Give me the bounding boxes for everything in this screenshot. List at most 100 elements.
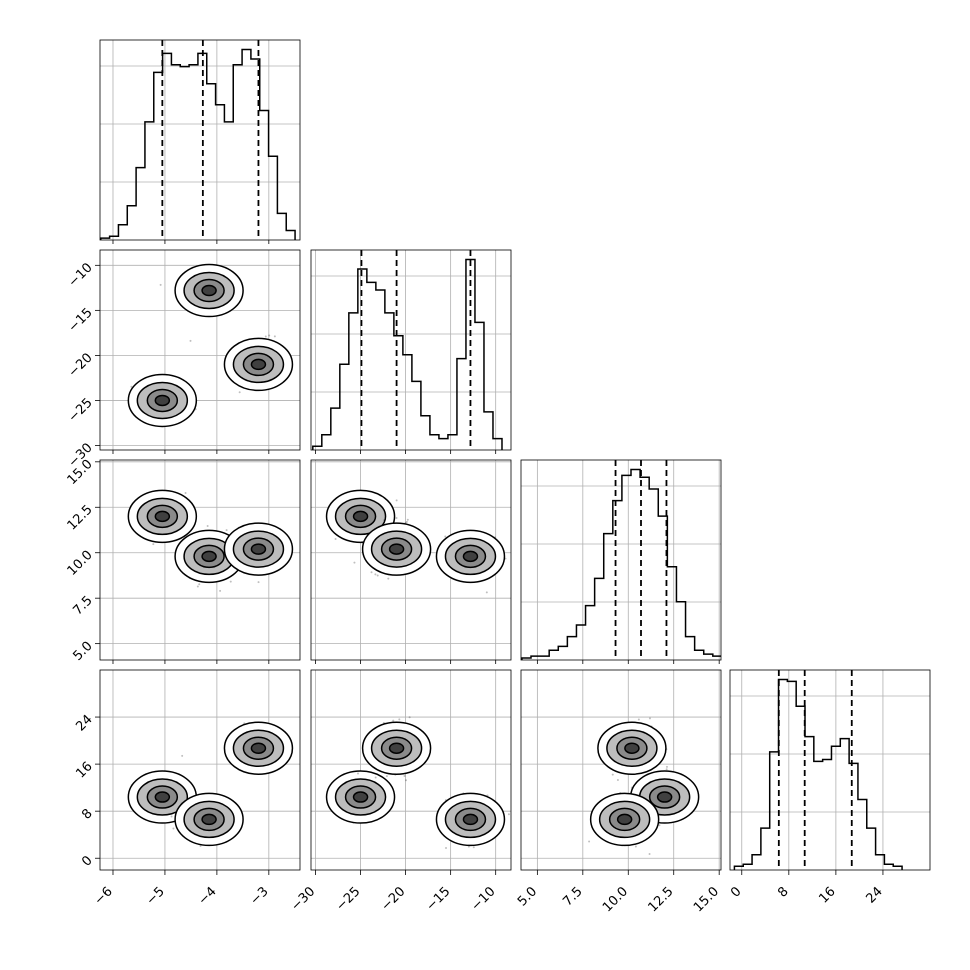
sample-point bbox=[184, 492, 187, 495]
panel bbox=[520, 459, 722, 664]
panel-frame bbox=[729, 669, 931, 871]
density-peak bbox=[250, 543, 267, 555]
density-peak bbox=[154, 394, 171, 407]
sample-point bbox=[152, 543, 155, 546]
x-tick-label: 7.5 bbox=[560, 884, 585, 909]
histogram-line bbox=[521, 468, 721, 660]
x-tick-label: 8 bbox=[775, 884, 791, 900]
histogram-line bbox=[312, 258, 503, 450]
panel-frame bbox=[520, 459, 722, 661]
density-peak bbox=[154, 791, 171, 803]
y-tick-label: −20 bbox=[66, 350, 96, 380]
sample-point bbox=[395, 499, 398, 502]
sample-point bbox=[196, 585, 199, 588]
panel: 0 8 16 24 bbox=[728, 669, 931, 907]
y-tick-label: 7.5 bbox=[70, 593, 95, 618]
x-tick-label: −5 bbox=[144, 884, 168, 908]
panel-frame bbox=[310, 459, 512, 661]
x-tick-label: 15.0 bbox=[691, 884, 722, 915]
sample-point bbox=[385, 775, 388, 778]
sample-point bbox=[229, 580, 232, 583]
x-tick-label: −6 bbox=[92, 884, 116, 908]
sample-point bbox=[383, 519, 386, 522]
sample-point bbox=[273, 335, 276, 338]
panel-frame bbox=[310, 249, 512, 451]
sample-point bbox=[170, 815, 173, 818]
panel: 5.07.510.012.515.0 bbox=[65, 457, 301, 664]
sample-point bbox=[219, 589, 222, 592]
sample-point bbox=[630, 786, 633, 789]
x-tick-label: 16 bbox=[816, 884, 838, 906]
sample-point bbox=[665, 765, 668, 768]
sample-point bbox=[387, 577, 390, 580]
panel bbox=[310, 249, 512, 454]
x-tick-label: −3 bbox=[247, 884, 271, 908]
x-tick-label: 12.5 bbox=[645, 884, 676, 915]
sample-point bbox=[376, 574, 379, 577]
sample-point bbox=[665, 768, 668, 771]
y-tick-label: 12.5 bbox=[65, 502, 96, 533]
sample-point bbox=[648, 717, 651, 720]
scatter-group bbox=[325, 716, 510, 849]
sample-point bbox=[264, 335, 267, 338]
sample-point bbox=[403, 774, 406, 777]
scatter-group bbox=[127, 263, 294, 428]
scatter-group bbox=[127, 721, 294, 847]
y-tick-label: 5.0 bbox=[70, 639, 95, 664]
sample-point bbox=[588, 840, 591, 843]
sample-point bbox=[444, 535, 447, 538]
density-peak bbox=[201, 284, 217, 297]
density-peak bbox=[352, 791, 369, 803]
density-peak bbox=[154, 510, 171, 523]
x-tick-label: −20 bbox=[378, 884, 408, 914]
x-tick-label: 0 bbox=[728, 884, 744, 900]
panel-frame bbox=[310, 669, 512, 871]
sample-point bbox=[392, 719, 395, 722]
y-tick-label: 16 bbox=[73, 759, 95, 781]
density-peak bbox=[250, 358, 267, 371]
sample-point bbox=[637, 718, 640, 721]
x-tick-label: −30 bbox=[288, 884, 318, 914]
panel-frame bbox=[99, 39, 301, 241]
sample-point bbox=[634, 845, 637, 848]
sample-point bbox=[395, 517, 398, 520]
sample-point bbox=[611, 773, 614, 776]
panel-frame bbox=[99, 459, 301, 661]
x-tick-label: −15 bbox=[423, 884, 453, 914]
scatter-group bbox=[127, 489, 294, 592]
sample-point bbox=[370, 571, 373, 574]
scatter-group bbox=[588, 717, 700, 855]
sample-point bbox=[658, 824, 661, 827]
sample-point bbox=[408, 716, 411, 719]
sample-point bbox=[616, 779, 619, 782]
density-peak bbox=[624, 742, 640, 754]
sample-point bbox=[189, 339, 192, 342]
sample-point bbox=[472, 846, 475, 849]
histogram-line bbox=[100, 48, 296, 240]
panel-frame bbox=[520, 669, 722, 871]
sample-point bbox=[181, 754, 184, 757]
y-tick-label: −10 bbox=[66, 260, 96, 290]
x-tick-label: −4 bbox=[196, 884, 220, 908]
y-tick-label: −25 bbox=[66, 396, 96, 426]
density-peak bbox=[462, 813, 479, 826]
density-peak bbox=[656, 791, 673, 803]
sample-point bbox=[159, 283, 162, 286]
panel-frame bbox=[99, 669, 301, 871]
sample-point bbox=[374, 776, 377, 779]
x-tick-label: −10 bbox=[469, 884, 499, 914]
sample-point bbox=[445, 846, 448, 849]
sample-point bbox=[398, 718, 401, 721]
panel bbox=[99, 39, 301, 244]
density-peak bbox=[388, 742, 405, 754]
density-peak bbox=[201, 550, 217, 563]
sample-point bbox=[334, 538, 337, 541]
sample-point bbox=[374, 573, 377, 576]
panel: −30−25−20−15−10 bbox=[66, 249, 301, 471]
panel bbox=[310, 459, 512, 664]
y-tick-label: −15 bbox=[66, 305, 96, 335]
sample-point bbox=[405, 520, 408, 523]
sample-point bbox=[238, 391, 241, 394]
